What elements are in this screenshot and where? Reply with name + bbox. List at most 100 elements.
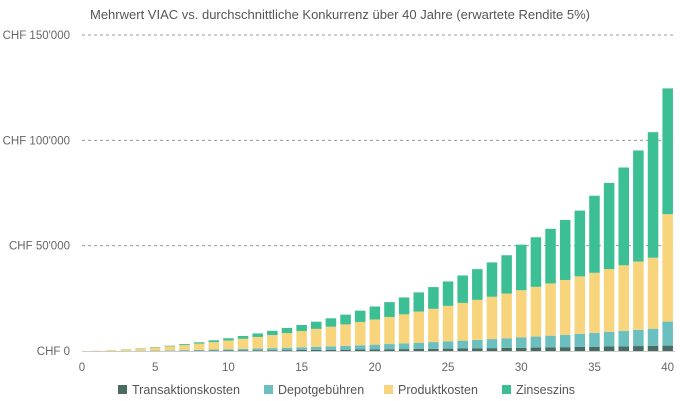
bar-segment: [193, 342, 205, 344]
bar-segment: [530, 336, 542, 348]
bar-segment: [559, 334, 571, 348]
bar-segment: [486, 339, 498, 349]
bar-segment: [354, 321, 366, 346]
bar-segment: [296, 324, 307, 332]
bar-segment: [647, 257, 659, 329]
bar-segment: [633, 261, 644, 330]
bar-segment: [223, 338, 234, 341]
bar-segment: [457, 302, 468, 341]
bar-segment: [633, 329, 644, 347]
bar-segment: [472, 299, 483, 340]
x-tick-label: 30: [515, 362, 528, 374]
bar-segment: [193, 343, 205, 350]
bar-segment: [589, 272, 600, 333]
bar-segment: [457, 275, 468, 303]
bar-segment: [472, 339, 483, 349]
bar-segment: [545, 335, 556, 348]
bar-segment: [545, 283, 556, 336]
bar-segment: [325, 326, 337, 347]
bar-segment: [486, 348, 498, 351]
bars-layer: [91, 88, 673, 351]
bar-segment: [559, 347, 571, 351]
bar-segment: [237, 350, 249, 351]
y-tick-label: CHF 100'000: [3, 135, 70, 147]
x-tick-label: 10: [222, 362, 235, 374]
bar-segment: [662, 88, 673, 215]
bar-segment: [369, 306, 381, 320]
legend-label: Zinseszins: [516, 383, 575, 397]
bar-segment: [340, 349, 351, 351]
bar-segment: [515, 347, 527, 351]
bar-segment: [618, 330, 630, 347]
bar-segment: [589, 195, 600, 273]
bar-segment: [281, 347, 293, 351]
bar-segment: [428, 308, 439, 343]
bar-segment: [442, 348, 454, 351]
bar-segment: [603, 346, 615, 351]
bar-segment: [559, 219, 571, 280]
bar-segment: [252, 333, 263, 337]
bar-segment: [486, 262, 498, 297]
bar-segment: [501, 347, 512, 351]
bar-segment: [574, 333, 586, 347]
bar-segment: [413, 342, 425, 349]
bar-segment: [252, 350, 263, 351]
x-tick-label: 15: [295, 362, 308, 374]
bar-segment: [340, 345, 351, 350]
bar-segment: [369, 349, 381, 351]
legend: Transaktionskosten Depotgebühren Produktko…: [118, 383, 575, 397]
legend-swatch: [502, 385, 511, 394]
bar-segment: [149, 347, 161, 351]
legend-swatch: [264, 385, 273, 394]
bar-segment: [662, 345, 673, 351]
bar-segment: [179, 350, 190, 351]
bar-segment: [618, 167, 630, 266]
x-tick-label: 40: [661, 362, 674, 374]
bar-segment: [442, 341, 454, 349]
bar-segment: [457, 340, 468, 349]
bar-segment: [398, 314, 410, 344]
bar-segment: [296, 347, 307, 351]
bar-segment: [515, 244, 527, 291]
bar-segment: [442, 305, 454, 342]
bar-segment: [384, 316, 395, 345]
bar-segment: [428, 342, 439, 349]
bar-segment: [311, 321, 322, 329]
bar-segment: [106, 350, 117, 351]
bar-segment: [515, 337, 527, 348]
bar-segment: [384, 344, 395, 350]
bar-segment: [325, 346, 337, 350]
bar-segment: [237, 338, 249, 349]
bar-segment: [369, 319, 381, 345]
x-tick-label: 20: [368, 362, 381, 374]
bar-segment: [281, 333, 293, 348]
bar-segment: [179, 345, 190, 351]
bar-segment: [545, 347, 556, 351]
bar-segment: [428, 348, 439, 351]
bar-segment: [515, 290, 527, 338]
bar-segment: [223, 349, 234, 351]
bar-segment: [545, 228, 556, 284]
bar-segment: [530, 286, 542, 337]
bar-segment: [281, 350, 293, 351]
bar-segment: [223, 340, 234, 350]
bar-segment: [164, 345, 176, 347]
bar-segment: [398, 343, 410, 350]
bar-segment: [237, 335, 249, 339]
grid-layer: [82, 34, 675, 247]
axis-layer: CHF 0 CHF 50'000 CHF 100'000 CHF 150'000 0 5 1…: [3, 30, 675, 374]
bar-segment: [603, 182, 615, 270]
bar-segment: [472, 269, 483, 300]
bar-segment: [267, 330, 278, 336]
bar-segment: [267, 335, 278, 349]
bar-segment: [384, 349, 395, 351]
bar-segment: [633, 346, 644, 351]
bar-segment: [223, 350, 234, 351]
x-tick-label: 35: [588, 362, 601, 374]
bar-segment: [398, 349, 410, 351]
x-tick-label: 0: [79, 362, 85, 374]
bar-segment: [647, 328, 659, 346]
y-tick-label: CHF 0: [37, 346, 70, 358]
bar-segment: [633, 150, 644, 262]
bar-segment: [589, 346, 600, 351]
